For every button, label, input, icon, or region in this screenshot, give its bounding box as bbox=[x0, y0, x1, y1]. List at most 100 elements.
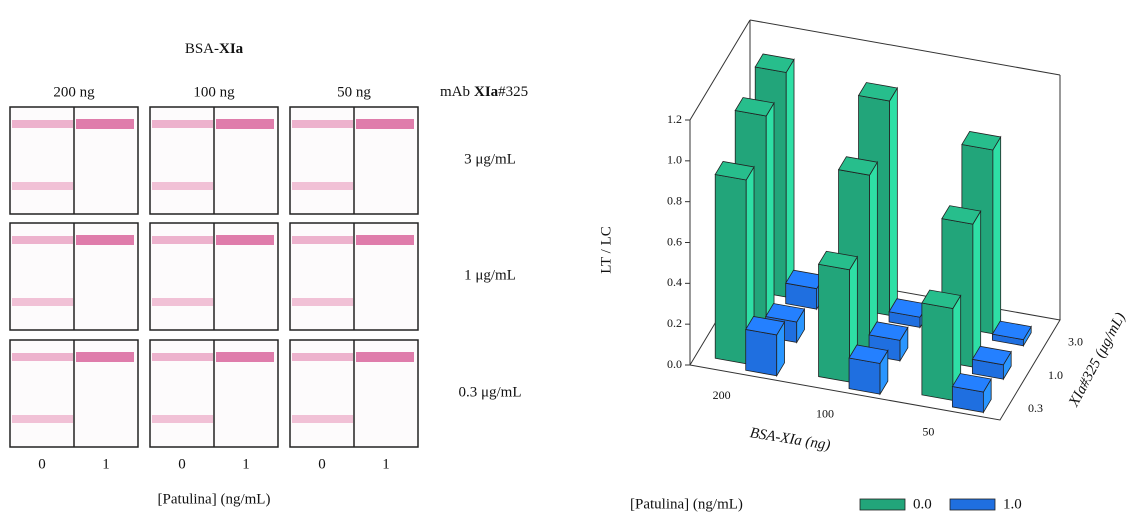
bar-face bbox=[754, 53, 795, 73]
bar-face bbox=[714, 173, 747, 365]
bar bbox=[745, 315, 786, 378]
bar-face bbox=[837, 156, 878, 176]
control-line bbox=[76, 119, 134, 129]
control-line bbox=[216, 119, 274, 129]
bar-face bbox=[992, 135, 1002, 336]
row-label: 3 μg/mL bbox=[464, 151, 516, 167]
y-tick-label: 0.2 bbox=[667, 316, 682, 330]
row-label: 0.3 μg/mL bbox=[458, 384, 521, 400]
label-part: #325 bbox=[498, 84, 528, 100]
bar-face bbox=[857, 82, 898, 102]
y-tick-label: 1.0 bbox=[667, 153, 682, 167]
y-tick-label: 0.6 bbox=[667, 234, 682, 248]
control-line bbox=[356, 235, 414, 245]
bar bbox=[991, 320, 1032, 348]
lane-label: 0 bbox=[178, 456, 186, 472]
axis-box-edge bbox=[689, 19, 751, 121]
bar bbox=[971, 345, 1012, 381]
bar-face bbox=[745, 328, 778, 377]
bar bbox=[951, 373, 992, 414]
bar-face bbox=[971, 345, 1012, 366]
bar-face bbox=[868, 321, 909, 341]
legend-swatch bbox=[859, 498, 906, 511]
column-label: 50 ng bbox=[337, 84, 371, 100]
depth-tick-label: 0.3 bbox=[1028, 401, 1043, 415]
bar-face bbox=[921, 289, 962, 309]
column-label: 100 ng bbox=[193, 84, 235, 100]
axis-box-edge bbox=[749, 19, 1061, 76]
x-tick-label: 50 bbox=[922, 425, 934, 439]
control-line bbox=[12, 236, 73, 244]
bar-face bbox=[848, 344, 889, 364]
bar-face bbox=[818, 263, 850, 383]
strip-x-label: [Patulina] (ng/mL) bbox=[158, 491, 271, 507]
lane-label: 0 bbox=[38, 456, 46, 472]
bar-face bbox=[921, 302, 954, 401]
control-line bbox=[12, 120, 73, 128]
control-line bbox=[216, 352, 274, 362]
label-part: XIa bbox=[474, 84, 499, 100]
control-line bbox=[356, 352, 414, 362]
y-tick-label: 0.0 bbox=[667, 357, 682, 371]
row-label: 1 μg/mL bbox=[464, 267, 516, 283]
bar-face bbox=[951, 373, 992, 393]
y-tick-label: 0.8 bbox=[667, 193, 682, 207]
bar-face bbox=[972, 209, 982, 369]
control-line bbox=[292, 120, 353, 128]
bar-face bbox=[785, 58, 795, 299]
bar-face bbox=[734, 97, 775, 117]
test-line bbox=[152, 298, 213, 306]
control-line bbox=[76, 235, 134, 245]
bar-face bbox=[765, 303, 806, 323]
control-line bbox=[356, 119, 414, 129]
x-axis-title: BSA-XIa (ng) bbox=[749, 425, 832, 454]
lane-label: 1 bbox=[102, 456, 110, 472]
test-line bbox=[152, 415, 213, 423]
bar bbox=[714, 161, 755, 366]
legend-title: [Patulina] (ng/mL) bbox=[630, 496, 743, 512]
lane-label: 1 bbox=[382, 456, 390, 472]
control-line bbox=[152, 353, 213, 361]
control-line bbox=[76, 352, 134, 362]
control-line bbox=[12, 353, 73, 361]
y-tick-label: 1.2 bbox=[667, 112, 682, 126]
bar-face bbox=[817, 250, 858, 271]
bar-face bbox=[889, 86, 898, 317]
bar bbox=[921, 289, 962, 402]
bar-face bbox=[991, 320, 1032, 341]
depth-tick-label: 3.0 bbox=[1068, 334, 1083, 348]
test-line bbox=[12, 182, 73, 190]
control-line bbox=[292, 353, 353, 361]
antibody-label: mAb XIa#325 bbox=[440, 84, 528, 100]
bar-face bbox=[941, 205, 982, 225]
y-tick-label: 0.4 bbox=[667, 275, 682, 289]
y-axis-title: LT / LC bbox=[598, 226, 614, 274]
test-line bbox=[12, 298, 73, 306]
legend-label: 0.0 bbox=[913, 496, 932, 512]
title-part: XIa bbox=[219, 41, 244, 57]
lane-label: 0 bbox=[318, 456, 326, 472]
x-tick-label: 100 bbox=[816, 406, 834, 420]
depth-axis-title: XIa#325 (μg/mL) bbox=[1066, 310, 1126, 410]
title-part: BSA- bbox=[185, 41, 219, 57]
column-label: 200 ng bbox=[53, 84, 95, 100]
depth-tick-label: 1.0 bbox=[1048, 368, 1063, 382]
legend-label: 1.0 bbox=[1003, 496, 1022, 512]
bar-face bbox=[848, 357, 881, 395]
test-line bbox=[12, 415, 73, 423]
test-line bbox=[292, 182, 353, 190]
bar bbox=[848, 344, 889, 396]
bar-face bbox=[765, 101, 775, 332]
x-tick-label: 200 bbox=[713, 388, 731, 402]
control-line bbox=[152, 236, 213, 244]
legend-swatch bbox=[949, 498, 996, 511]
control-line bbox=[152, 120, 213, 128]
lane-label: 1 bbox=[242, 456, 250, 472]
test-line bbox=[292, 415, 353, 423]
panel-title: BSA-XIa bbox=[185, 41, 244, 57]
bar-face bbox=[745, 315, 786, 336]
bar bbox=[941, 205, 982, 369]
control-line bbox=[216, 235, 274, 245]
bar-face bbox=[961, 131, 1002, 151]
